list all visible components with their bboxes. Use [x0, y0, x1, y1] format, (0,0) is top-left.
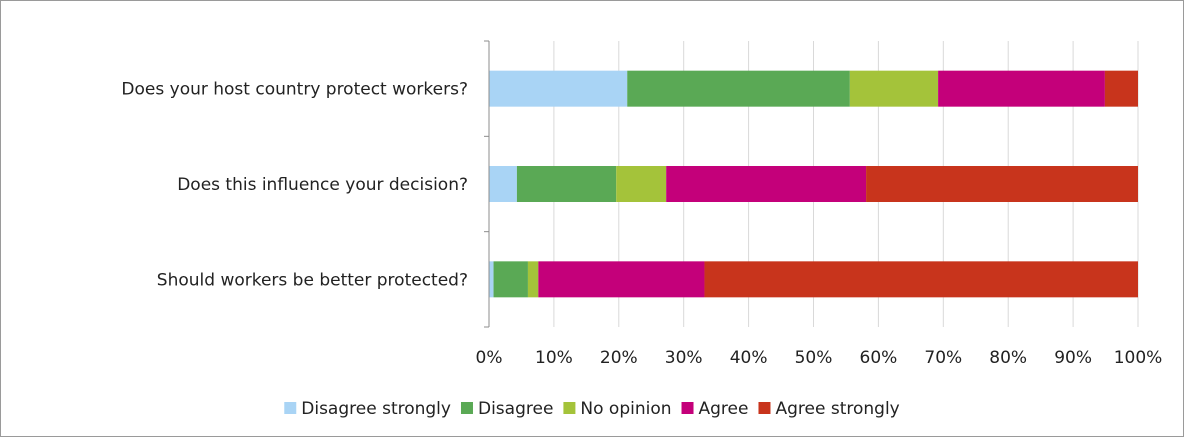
- x-tick-label: 100%: [1114, 348, 1163, 368]
- legend-label-no-opinion: No opinion: [580, 399, 671, 419]
- x-tick-label: 50%: [795, 348, 833, 368]
- legend-label-disagree-strongly: Disagree strongly: [301, 399, 451, 419]
- legend-label-disagree: Disagree: [478, 399, 553, 419]
- x-tick-label: 40%: [730, 348, 768, 368]
- bar-agree-strongly-1: [1104, 70, 1138, 107]
- bar-agree-1: [938, 70, 1105, 107]
- legend-swatch-disagree-strongly: [284, 402, 297, 414]
- legend: Disagree strongly Disagree No opinion Agree…: [284, 399, 900, 419]
- legend-label-agree: Agree: [699, 399, 749, 419]
- legend-label-agree-strongly: Agree strongly: [775, 399, 899, 419]
- x-tick-label: 10%: [535, 348, 573, 368]
- axes: [484, 40, 490, 328]
- legend-swatch-agree: [681, 402, 694, 414]
- bar-no-opinion-1: [849, 70, 939, 107]
- x-tick-labels: 0% 10% 20% 30% 40% 50% 60% 70% 80% 90% 100%: [476, 348, 1163, 368]
- category-label: Does this influence your decision?: [177, 175, 468, 195]
- bar-agree-2: [666, 166, 867, 202]
- legend-swatch-agree-strongly: [758, 402, 771, 414]
- category-label: Does your host country protect workers?: [121, 80, 468, 100]
- legend-swatch-no-opinion: [563, 402, 576, 414]
- x-tick-label: 20%: [600, 348, 638, 368]
- bar-no-opinion-3: [527, 261, 539, 298]
- bar-disagree-strongly-3: [489, 261, 494, 298]
- bar-disagree-strongly-2: [489, 166, 517, 202]
- x-tick-label: 0%: [476, 348, 503, 368]
- category-labels: Does your host country protect workers? D…: [121, 80, 468, 291]
- bar-no-opinion-2: [616, 166, 667, 202]
- x-tick-label: 30%: [665, 348, 703, 368]
- bar-agree-strongly-3: [704, 261, 1138, 298]
- bar-disagree-1: [627, 70, 850, 107]
- bar-disagree-3: [493, 261, 528, 298]
- bar-disagree-strongly-1: [489, 70, 628, 107]
- bars: [489, 70, 1138, 298]
- legend-swatch-disagree: [460, 402, 473, 414]
- x-tick-label: 70%: [924, 348, 962, 368]
- x-tick-label: 60%: [860, 348, 898, 368]
- bar-agree-3: [538, 261, 705, 298]
- x-tick-label: 80%: [989, 348, 1027, 368]
- bar-disagree-2: [516, 166, 617, 202]
- bar-agree-strongly-2: [866, 166, 1138, 202]
- x-tick-label: 90%: [1054, 348, 1092, 368]
- category-label: Should workers be better protected?: [157, 270, 468, 290]
